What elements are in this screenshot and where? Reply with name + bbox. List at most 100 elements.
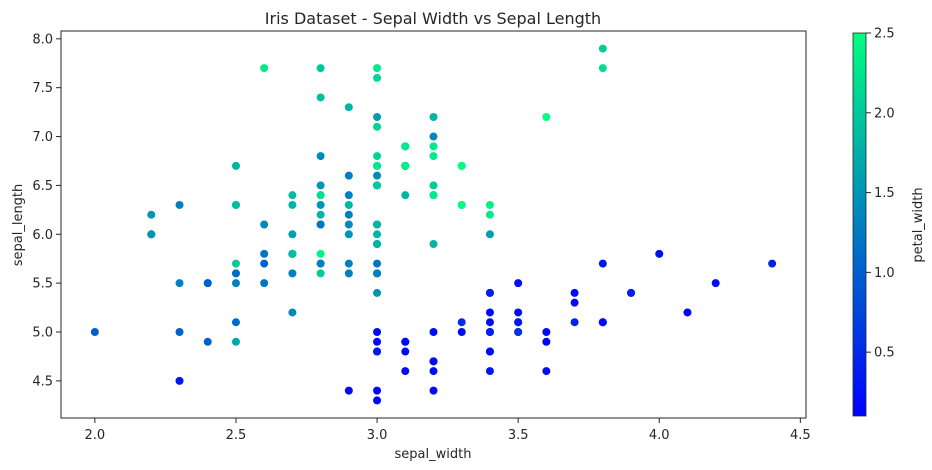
- points-layer: [90, 44, 777, 405]
- data-point: [485, 308, 494, 317]
- data-point: [373, 396, 382, 405]
- data-point: [457, 318, 466, 327]
- data-point: [598, 44, 607, 53]
- data-point: [373, 386, 382, 395]
- data-point: [316, 269, 325, 278]
- data-point: [231, 337, 240, 346]
- x-tick-label: 4.0: [649, 428, 670, 443]
- data-point: [344, 171, 353, 180]
- data-point: [711, 279, 720, 288]
- data-point: [316, 64, 325, 73]
- data-point: [570, 298, 579, 307]
- data-point: [768, 259, 777, 268]
- data-point: [401, 142, 410, 151]
- data-point: [344, 210, 353, 219]
- data-point: [457, 328, 466, 336]
- colorbar-tick-label: 1.0: [874, 266, 895, 281]
- data-point: [598, 64, 607, 73]
- data-point: [175, 328, 184, 336]
- data-point: [316, 210, 325, 219]
- data-point: [231, 279, 240, 288]
- data-point: [429, 181, 438, 190]
- data-point: [401, 191, 410, 200]
- data-point: [542, 113, 551, 121]
- data-point: [514, 308, 523, 317]
- data-point: [316, 249, 325, 258]
- data-point: [316, 220, 325, 229]
- data-point: [485, 347, 494, 356]
- data-point: [203, 337, 212, 346]
- data-point: [316, 93, 325, 102]
- data-point: [344, 103, 353, 112]
- data-point: [514, 318, 523, 327]
- data-point: [344, 220, 353, 229]
- data-point: [429, 386, 438, 395]
- x-axis-label: sepal_width: [395, 447, 472, 462]
- y-tick-label: 4.5: [32, 374, 53, 389]
- y-tick-label: 5.0: [32, 326, 53, 341]
- y-axis-ticks: 4.5 5.0 5.5 6.0 6.5 7.0 7.5 8.0: [32, 32, 61, 389]
- data-point: [373, 152, 382, 161]
- x-tick-label: 4.5: [790, 428, 811, 443]
- data-point: [316, 200, 325, 209]
- data-point: [231, 318, 240, 327]
- data-point: [373, 240, 382, 249]
- data-point: [373, 269, 382, 278]
- data-point: [288, 200, 297, 209]
- data-point: [373, 328, 382, 336]
- data-point: [429, 113, 438, 121]
- data-point: [344, 191, 353, 200]
- data-point: [373, 122, 382, 131]
- data-point: [373, 259, 382, 268]
- data-point: [260, 259, 269, 268]
- x-tick-label: 2.5: [226, 428, 247, 443]
- data-point: [401, 161, 410, 170]
- data-point: [260, 249, 269, 258]
- data-point: [316, 152, 325, 161]
- data-point: [570, 318, 579, 327]
- data-point: [147, 230, 156, 239]
- data-point: [683, 308, 692, 317]
- data-point: [175, 200, 184, 209]
- data-point: [485, 367, 494, 376]
- data-point: [401, 337, 410, 346]
- colorbar-tick-label: 1.5: [874, 186, 895, 201]
- colorbar-tick-label: 2.0: [874, 106, 895, 121]
- data-point: [485, 288, 494, 297]
- colorbar-tick-label: 2.5: [874, 27, 895, 42]
- data-point: [542, 337, 551, 346]
- x-axis-ticks: 2.0 2.5 3.0 3.5 4.0 4.5: [85, 418, 811, 443]
- x-tick-label: 2.0: [85, 428, 106, 443]
- y-tick-label: 7.5: [32, 81, 53, 96]
- data-point: [373, 73, 382, 82]
- data-point: [627, 288, 636, 297]
- data-point: [373, 220, 382, 229]
- chart-title: Iris Dataset - Sepal Width vs Sepal Leng…: [265, 9, 601, 28]
- data-point: [373, 347, 382, 356]
- data-point: [344, 386, 353, 395]
- data-point: [373, 113, 382, 121]
- data-point: [514, 328, 523, 336]
- data-point: [485, 230, 494, 239]
- data-point: [373, 161, 382, 170]
- data-point: [203, 279, 212, 288]
- data-point: [344, 259, 353, 268]
- data-point: [598, 259, 607, 268]
- data-point: [90, 328, 99, 336]
- data-point: [401, 367, 410, 376]
- data-point: [231, 269, 240, 278]
- data-point: [401, 347, 410, 356]
- data-point: [175, 376, 184, 385]
- data-point: [316, 259, 325, 268]
- data-point: [344, 230, 353, 239]
- data-point: [373, 171, 382, 180]
- data-point: [429, 328, 438, 336]
- data-point: [260, 279, 269, 288]
- data-point: [231, 200, 240, 209]
- colorbar-tick-label: 0.5: [874, 346, 895, 361]
- data-point: [373, 64, 382, 73]
- data-point: [288, 269, 297, 278]
- data-point: [288, 308, 297, 317]
- data-point: [429, 191, 438, 200]
